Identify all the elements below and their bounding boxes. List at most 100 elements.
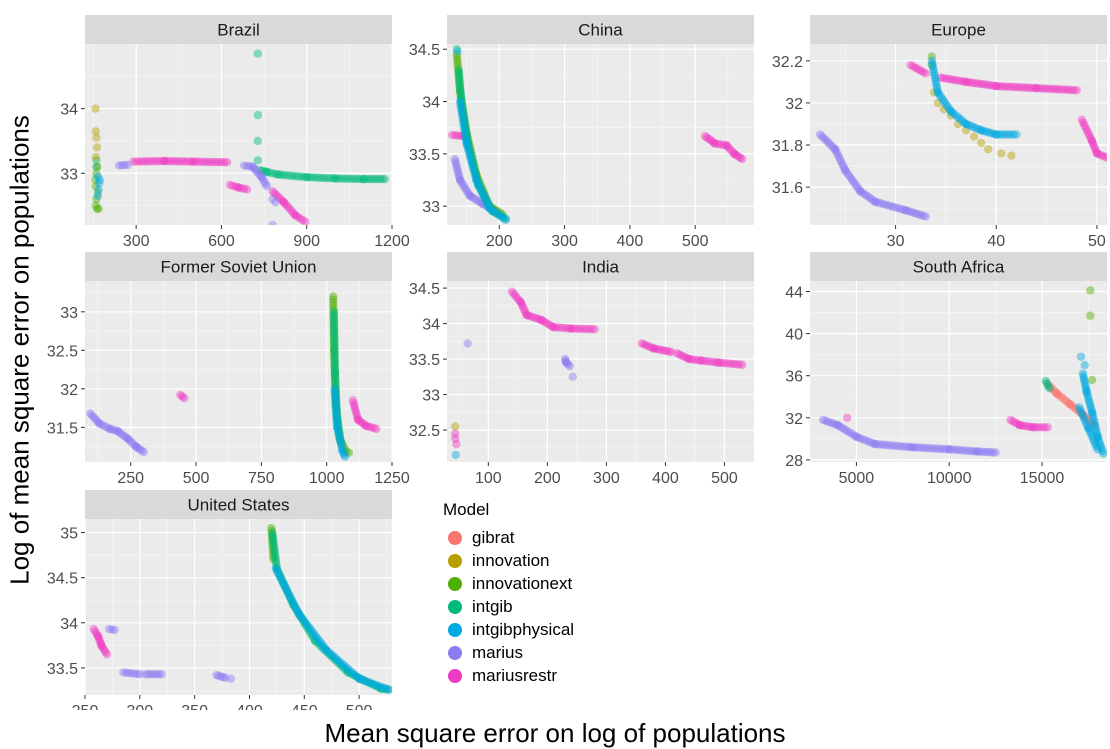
data-point [379, 683, 388, 692]
data-point [522, 310, 531, 320]
y-tick-label: 32.5 [47, 343, 78, 360]
data-point [450, 131, 460, 140]
data-point [450, 154, 460, 164]
data-point [225, 180, 235, 190]
data-point [1015, 420, 1024, 430]
data-point [329, 322, 338, 331]
data-point [282, 171, 292, 180]
data-point [486, 204, 495, 213]
data-point [499, 213, 508, 223]
data-point [470, 162, 479, 171]
facet-strip [810, 252, 1107, 281]
data-point [870, 439, 880, 449]
data-point [384, 685, 392, 694]
data-point [332, 655, 342, 664]
data-point [276, 170, 286, 180]
data-point [203, 157, 212, 167]
data-point [456, 88, 465, 98]
data-point [283, 202, 292, 211]
data-point [837, 158, 846, 167]
data-point [214, 157, 223, 167]
data-point [456, 94, 466, 103]
data-point [354, 674, 364, 683]
data-point [485, 201, 494, 211]
data-point [988, 448, 998, 457]
data-point [298, 614, 307, 623]
data-point [1058, 85, 1067, 94]
data-point [833, 420, 843, 430]
data-point [330, 369, 340, 378]
x-tick-label: 400 [236, 703, 263, 710]
data-point [176, 390, 185, 400]
data-point [121, 668, 131, 677]
data-point [893, 441, 903, 451]
data-point [329, 337, 339, 346]
data-point [287, 206, 296, 216]
facet-strip [85, 252, 392, 281]
data-point [976, 126, 986, 135]
data-point [469, 161, 478, 170]
data-point [302, 622, 311, 631]
data-point [1035, 84, 1044, 93]
data-point [1091, 439, 1100, 449]
data-point [462, 128, 471, 138]
data-point [451, 157, 460, 166]
data-point [329, 325, 338, 334]
data-point [1059, 394, 1068, 404]
legend-swatch [448, 553, 462, 568]
series-intgibphysical [93, 172, 104, 201]
y-tick-label: 32 [785, 96, 803, 113]
data-point [330, 348, 339, 358]
data-point [1006, 130, 1015, 139]
data-point [873, 198, 883, 207]
data-point [107, 625, 117, 634]
data-point [879, 199, 888, 209]
data-point [1076, 408, 1085, 418]
data-point [294, 609, 304, 618]
data-point [454, 65, 463, 75]
data-point [270, 189, 279, 198]
data-point [330, 322, 339, 331]
data-point [329, 340, 339, 349]
data-point [933, 98, 943, 108]
data-point [332, 415, 342, 424]
data-point [269, 539, 279, 548]
data-point [288, 171, 297, 181]
data-point [463, 136, 472, 145]
data-point [1081, 384, 1091, 394]
data-point [1067, 401, 1077, 411]
data-point [453, 167, 463, 177]
series-intgibphysical [1074, 352, 1107, 458]
data-point [976, 138, 986, 148]
data-point [472, 175, 481, 185]
data-point [967, 446, 976, 456]
data-point [463, 134, 473, 143]
x-tick-label: 1200 [374, 233, 410, 250]
data-point [105, 424, 115, 434]
data-point [330, 373, 340, 382]
data-point [91, 182, 101, 191]
data-point [380, 174, 390, 184]
data-point [461, 125, 471, 135]
data-point [454, 72, 464, 82]
data-point [902, 442, 911, 451]
data-point [349, 670, 358, 680]
data-point [518, 303, 528, 312]
data-point [269, 536, 278, 546]
data-point [895, 204, 905, 213]
data-point [459, 109, 468, 118]
data-point [320, 643, 329, 652]
data-point [305, 173, 314, 182]
data-point [702, 357, 711, 366]
data-point [239, 184, 249, 193]
data-point [303, 624, 313, 634]
data-point [696, 356, 706, 365]
data-point [854, 433, 864, 442]
data-point [462, 187, 472, 196]
data-point [714, 358, 723, 367]
data-point [903, 206, 913, 216]
data-point [92, 143, 102, 152]
data-point [458, 102, 467, 112]
x-tick-label: 750 [248, 470, 275, 487]
series-mariusrestr [842, 413, 1052, 432]
